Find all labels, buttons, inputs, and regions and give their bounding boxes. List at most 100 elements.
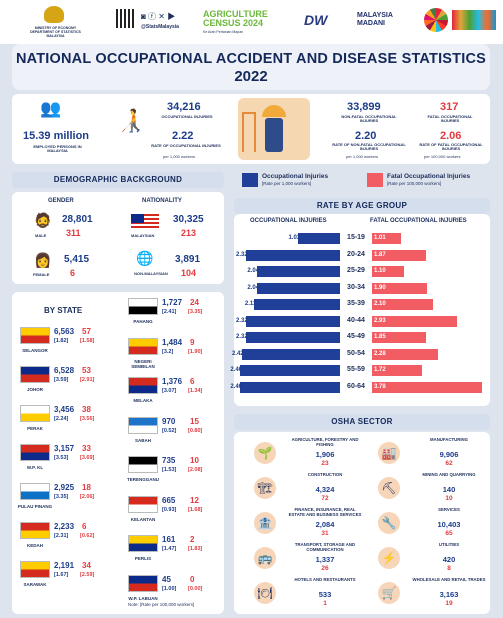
- state-name: PERLIS: [134, 556, 152, 561]
- occ-label: OCCUPATIONAL INJURIES: [161, 114, 213, 119]
- state-name: MELAKA: [133, 398, 153, 403]
- sector-fatal: 19: [445, 600, 453, 607]
- sector-fatal: 62: [445, 460, 453, 467]
- state-title: BY STATE: [44, 306, 83, 315]
- sector-name: MANUFACTURING: [430, 437, 468, 442]
- mys-label: MALAYSIAN: [131, 233, 155, 238]
- state-occ: 2,925: [54, 483, 75, 492]
- state-occ-rate: [3.07]: [162, 388, 177, 394]
- state-flag-icon: [128, 337, 158, 355]
- social-handle[interactable]: @StatsMalaysia: [141, 24, 179, 30]
- age-group-label: 20-24: [347, 250, 365, 258]
- age-occ-bar: [257, 282, 340, 294]
- legend-occ-swatch: [242, 173, 258, 187]
- age-occ-label: 2.32: [236, 251, 248, 258]
- sector-icon: 🌱: [254, 442, 276, 464]
- sector-fatal: 72: [321, 495, 329, 502]
- sector-occ: 1,906: [315, 450, 335, 459]
- state-fatal: 15: [190, 416, 199, 426]
- sector-name: CONSTRUCTION: [307, 472, 343, 477]
- sector-name: SERVICES: [438, 507, 460, 512]
- state-flag-icon: [128, 456, 158, 473]
- sector-icon: 🛒: [378, 582, 400, 604]
- age-fatal-label: 1.87: [374, 251, 386, 258]
- state-name: W.P. KL: [26, 465, 44, 470]
- age-occ-bar: [240, 365, 340, 376]
- sector-occ: 10,403: [437, 520, 461, 529]
- state-fatal: 24: [190, 298, 199, 307]
- sector-occ: 1,337: [315, 555, 335, 564]
- age-group-label: 50-54: [347, 349, 365, 357]
- non-label: NON-MALAYSIAN: [134, 271, 168, 276]
- state-flag-icon: [128, 298, 158, 315]
- state-occ-rate: [0.52]: [162, 427, 177, 434]
- age-fatal-label: 2.93: [374, 317, 386, 324]
- osha-card: [234, 432, 490, 614]
- sector-fatal: 23: [321, 460, 329, 467]
- age-occ-label: 2.42: [231, 350, 244, 357]
- age-occ-label: 2.11: [244, 301, 257, 307]
- age-fatal-bar: [372, 249, 427, 261]
- state-fatal: 6: [82, 522, 87, 531]
- people-icon: 👥: [40, 99, 62, 118]
- state-flag-icon: [128, 377, 158, 394]
- state-name: KEDAH: [26, 543, 43, 548]
- mys-fatal: 213: [181, 228, 197, 238]
- age-fatal-label: 1.01: [374, 235, 386, 241]
- social-icons[interactable]: ◙ ⓕ ✕ ▶: [141, 12, 176, 21]
- state-fatal-rate: [2.91]: [80, 377, 95, 383]
- state-flag-icon: [128, 574, 158, 592]
- sdg-wheel-icon: [424, 8, 448, 32]
- age-group-label: 25-29: [347, 267, 365, 274]
- title-box: [12, 44, 490, 90]
- state-flag-icon: [20, 366, 50, 383]
- age-fatal-bar: [372, 332, 426, 343]
- state-occ: 3,157: [54, 444, 75, 453]
- state-fatal-rate: [2.08]: [188, 467, 203, 473]
- age-group-label: 35-39: [347, 300, 365, 307]
- non-fatal: 104: [181, 268, 197, 278]
- state-fatal-rate: [0.62]: [80, 533, 95, 539]
- nonfatal-label: NON-FATAL OCCUPATIONAL INJURIES: [341, 114, 397, 124]
- helmet-icon: [262, 105, 286, 117]
- age-occ-bar: [257, 266, 340, 277]
- age-occ-bar: [241, 348, 340, 360]
- state-name: SARAWAK: [23, 582, 47, 587]
- ministry-label: MINISTRY OF ECONOMY DEPARTMENT OF STATIS…: [30, 26, 81, 38]
- malaysia-flag-icon: [131, 214, 159, 230]
- nf-rate-unit: per 1,000 workers: [346, 154, 379, 159]
- state-occ: 2,233: [54, 522, 75, 531]
- age-group-label: 60-64: [347, 382, 365, 390]
- age-fatal-label: 2.10: [374, 301, 386, 307]
- state-name: TERENGGANU: [126, 477, 159, 482]
- state-name: SABAH: [134, 437, 151, 443]
- sector-fatal: 31: [321, 530, 329, 537]
- age-left-title: OCCUPATIONAL INJURIES: [250, 218, 327, 224]
- age-occ-label: 2.32: [236, 334, 248, 340]
- state-flag-icon: [128, 535, 158, 552]
- state-fatal-rate: [1.83]: [188, 546, 203, 552]
- state-name: PULAU PINANG: [17, 504, 53, 509]
- nf-rate-label: RATE OF NON-FATAL OCCUPATIONAL INJURIES: [332, 142, 406, 152]
- f-rate-label: RATE OF FATAL OCCUPATIONAL INJURIES: [419, 142, 483, 152]
- legend-occ-label: Occupational Injuries: [262, 173, 329, 180]
- sector-icon: 🍽: [254, 582, 276, 604]
- age-fatal-bar: [372, 299, 434, 310]
- state-fatal: 0: [190, 574, 195, 584]
- sector-fatal: 65: [445, 530, 453, 537]
- state-occ-rate: [1.67]: [54, 572, 69, 578]
- state-occ: 1,727: [162, 298, 183, 307]
- state-fatal: 9: [190, 337, 195, 347]
- state-occ-rate: [2.41]: [162, 309, 177, 315]
- sdg-blocks: [452, 10, 496, 30]
- state-flag-icon: [20, 522, 50, 539]
- employed-label: EMPLOYED PERSONS IN MALAYSIA: [33, 144, 82, 154]
- state-occ-rate: [3.2]: [162, 348, 174, 355]
- state-occ-rate: [1.47]: [162, 546, 177, 552]
- sector-occ: 533: [318, 590, 332, 599]
- sector-icon: 🏭: [378, 442, 400, 464]
- age-fatal-bar: [372, 315, 458, 327]
- state-fatal-rate: [0.00]: [188, 585, 203, 592]
- qr-icon: [116, 9, 135, 28]
- sector-occ: 4,324: [315, 485, 335, 494]
